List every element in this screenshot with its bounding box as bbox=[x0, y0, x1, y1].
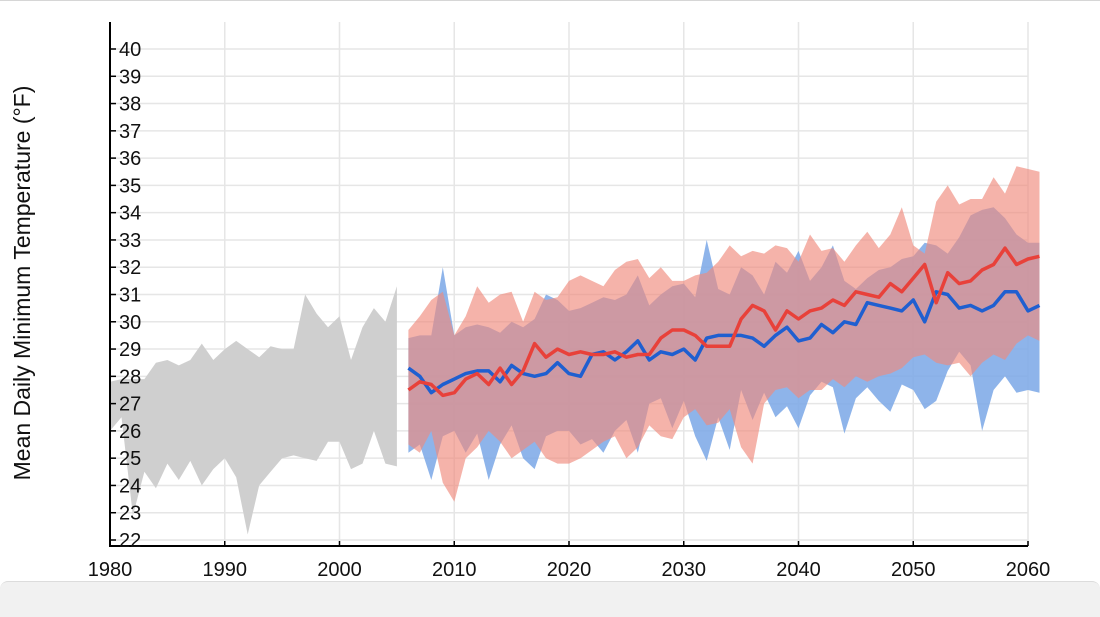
y-tick-label: 37 bbox=[119, 121, 141, 143]
x-tick-label: 2020 bbox=[547, 559, 592, 581]
line-layer bbox=[407, 246, 1041, 398]
y-tick-label: 34 bbox=[119, 203, 141, 225]
y-tick-label: 39 bbox=[119, 66, 141, 88]
y-tick-label: 28 bbox=[119, 366, 141, 388]
window-footer-bar bbox=[0, 581, 1100, 617]
y-tick-label: 33 bbox=[119, 230, 141, 252]
y-tick-label: 22 bbox=[119, 530, 141, 552]
y-tick-label: 31 bbox=[119, 285, 141, 307]
top-border bbox=[0, 0, 1100, 1]
band-layer bbox=[110, 166, 1040, 535]
y-tick-label: 38 bbox=[119, 94, 141, 116]
observed-range-band bbox=[110, 286, 397, 535]
y-tick-label: 27 bbox=[119, 394, 141, 416]
higher-emissions-median-line bbox=[407, 246, 1040, 398]
axis-layer: 22 23 24 25 26 27 28 29 30 31 32 33 34 35 36 37 38 39 40 19… bbox=[88, 22, 1051, 581]
y-tick-label: 26 bbox=[119, 421, 141, 443]
y-tick-label: 24 bbox=[119, 475, 141, 497]
x-tick-label: 2010 bbox=[432, 559, 477, 581]
x-tick-label: 2040 bbox=[776, 559, 821, 581]
x-tick-label: 2060 bbox=[1006, 559, 1051, 581]
x-tick-label: 1990 bbox=[203, 559, 248, 581]
x-tick-label: 1980 bbox=[88, 559, 133, 581]
x-tick-label: 2000 bbox=[317, 559, 362, 581]
x-tick-label: 2050 bbox=[891, 559, 936, 581]
y-tick-label: 32 bbox=[119, 257, 141, 279]
y-axis-label: Mean Daily Minimum Temperature (°F) bbox=[9, 86, 35, 481]
y-tick-label: 23 bbox=[119, 503, 141, 525]
y-tick-label: 35 bbox=[119, 175, 141, 197]
y-tick-label: 29 bbox=[119, 339, 141, 361]
temperature-chart: 22 23 24 25 26 27 28 29 30 31 32 33 34 35 36 37 38 39 40 19… bbox=[9, 22, 1051, 581]
y-tick-label: 25 bbox=[119, 448, 141, 470]
y-tick-label: 30 bbox=[119, 312, 141, 334]
x-tick-label: 2030 bbox=[662, 559, 707, 581]
y-tick-label: 36 bbox=[119, 148, 141, 170]
y-tick-label: 40 bbox=[119, 39, 141, 61]
